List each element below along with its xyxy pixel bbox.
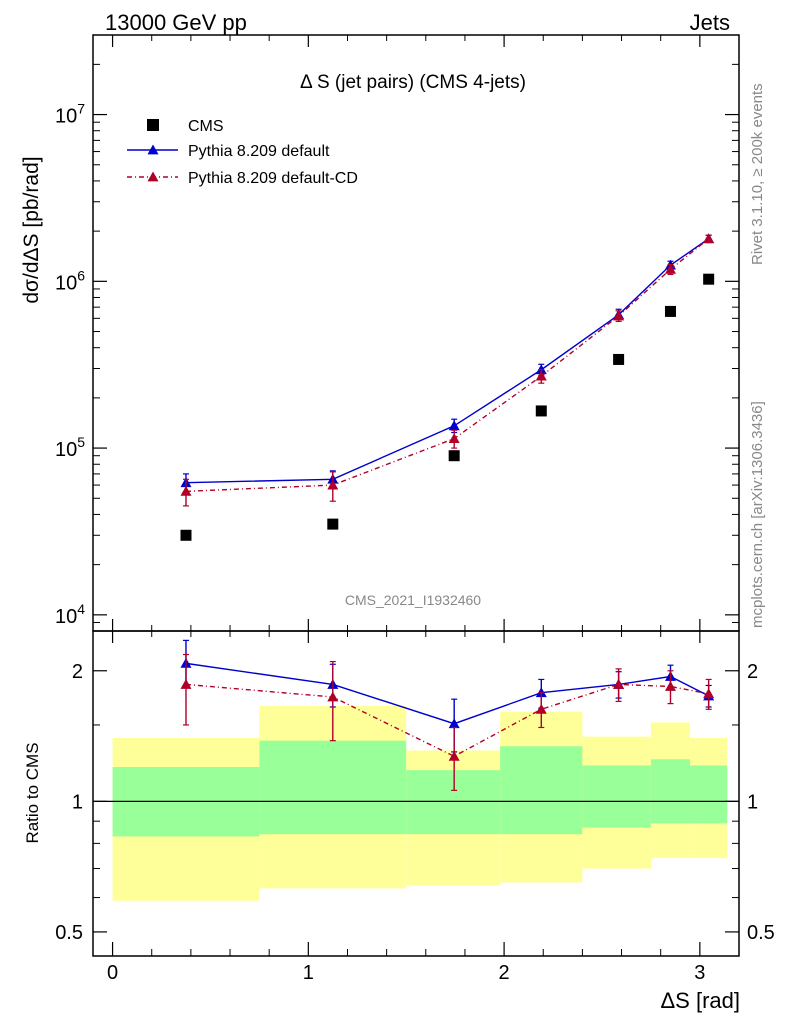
uncertainty-band-green [650, 759, 691, 824]
cms-data-point [664, 305, 676, 317]
main-y-axis-label: dσ/dΔS [pb/rad] [20, 156, 43, 303]
legend-label: Pythia 8.209 default-CD [188, 170, 358, 187]
series-line [185, 238, 710, 493]
ratio-triangle-marker [613, 678, 625, 689]
triangle-marker [703, 233, 715, 244]
legend-label: Pythia 8.209 default [188, 143, 330, 160]
ratio-triangle-marker [664, 680, 676, 691]
ratio-triangle-marker [327, 691, 339, 702]
ratio-triangle-marker [448, 718, 460, 729]
triangle-marker [448, 420, 460, 431]
triangle-marker [448, 433, 460, 443]
cms-data-point [327, 518, 339, 530]
uncertainty-band-green [406, 770, 501, 835]
ratio-y-tick-label-right: 2 [747, 661, 758, 683]
main-y-ticks: 104 105 106 107 [55, 34, 739, 632]
main-y-tick-label: 106 [55, 267, 85, 294]
main-panel: 104 105 106 107 Δ S (jet pairs) (CMS 4-jets… [20, 34, 740, 632]
main-y-tick-label: 107 [55, 101, 85, 128]
x-tick-label: 0 [107, 962, 118, 984]
ratio-y-tick-label-right: 1 [747, 791, 758, 813]
x-tick-label: 1 [303, 962, 314, 984]
ratio-triangle-marker [448, 750, 460, 761]
ratio-y-axis-label: Ratio to CMS [23, 742, 42, 843]
series-line [185, 238, 710, 484]
cms-data-point [448, 450, 460, 462]
main-y-tick-label: 104 [55, 601, 85, 628]
triangle-marker [535, 370, 547, 381]
ratio-frame [92, 630, 740, 957]
series-pythia-default [180, 233, 715, 494]
cms-data-point [613, 353, 625, 365]
rivet-label: Rivet 3.1.10, ≥ 200k events [749, 83, 766, 265]
triangle-marker [613, 310, 625, 321]
cms-data-point [180, 529, 192, 541]
legend-triangle-marker [147, 144, 159, 155]
triangle-marker [180, 485, 192, 496]
legend-cms-marker [147, 119, 159, 131]
watermark: CMS_2021_I1932460 [345, 592, 481, 608]
main-title: Δ S (jet pairs) (CMS 4-jets) [300, 72, 526, 93]
ratio-panel: 0.5 0.5 1 1 2 2 0 1 2 3 Ratio to CMS ΔS [rad] [23, 630, 775, 1013]
header-energy: 13000 GeV pp [105, 10, 247, 35]
triangle-marker [664, 263, 676, 274]
ratio-axes-ticks: 0.5 0.5 1 1 2 2 0 1 2 3 [55, 631, 775, 984]
header-process: Jets [690, 10, 730, 35]
ratio-y-tick-label: 2 [72, 661, 83, 683]
ratio-y-tick-label-right: 0.5 [747, 922, 775, 944]
legend: CMS Pythia 8.209 default Pythia 8.209 defa… [127, 118, 358, 187]
x-tick-label: 3 [694, 962, 705, 984]
cms-data-point [703, 273, 715, 285]
series-pythia-default-cd [180, 233, 715, 507]
triangle-marker [327, 479, 339, 490]
x-tick-label: 2 [499, 962, 510, 984]
x-axis-label: ΔS [rad] [660, 988, 740, 1013]
uncertainty-band-green [500, 746, 583, 835]
cms-data-point [535, 405, 547, 417]
legend-triangle-marker [147, 171, 159, 182]
series-cms [180, 273, 715, 541]
ratio-triangle-marker [180, 678, 192, 689]
uncertainty-band-green [582, 765, 651, 828]
ratio-y-tick-label: 1 [72, 791, 83, 813]
ratio-triangle-marker [703, 688, 715, 699]
uncertainty-band-green [259, 740, 407, 835]
uncertainty-band-green [690, 765, 728, 824]
legend-label: CMS [188, 118, 224, 135]
ratio-y-tick-label: 0.5 [55, 922, 83, 944]
main-y-tick-label: 105 [55, 434, 85, 461]
mcplots-label: mcplots.cern.ch [arXiv:1306.3436] [749, 401, 766, 628]
ratio-series-pythia-default-cd [180, 653, 715, 791]
ratio-triangle-marker [535, 703, 547, 714]
